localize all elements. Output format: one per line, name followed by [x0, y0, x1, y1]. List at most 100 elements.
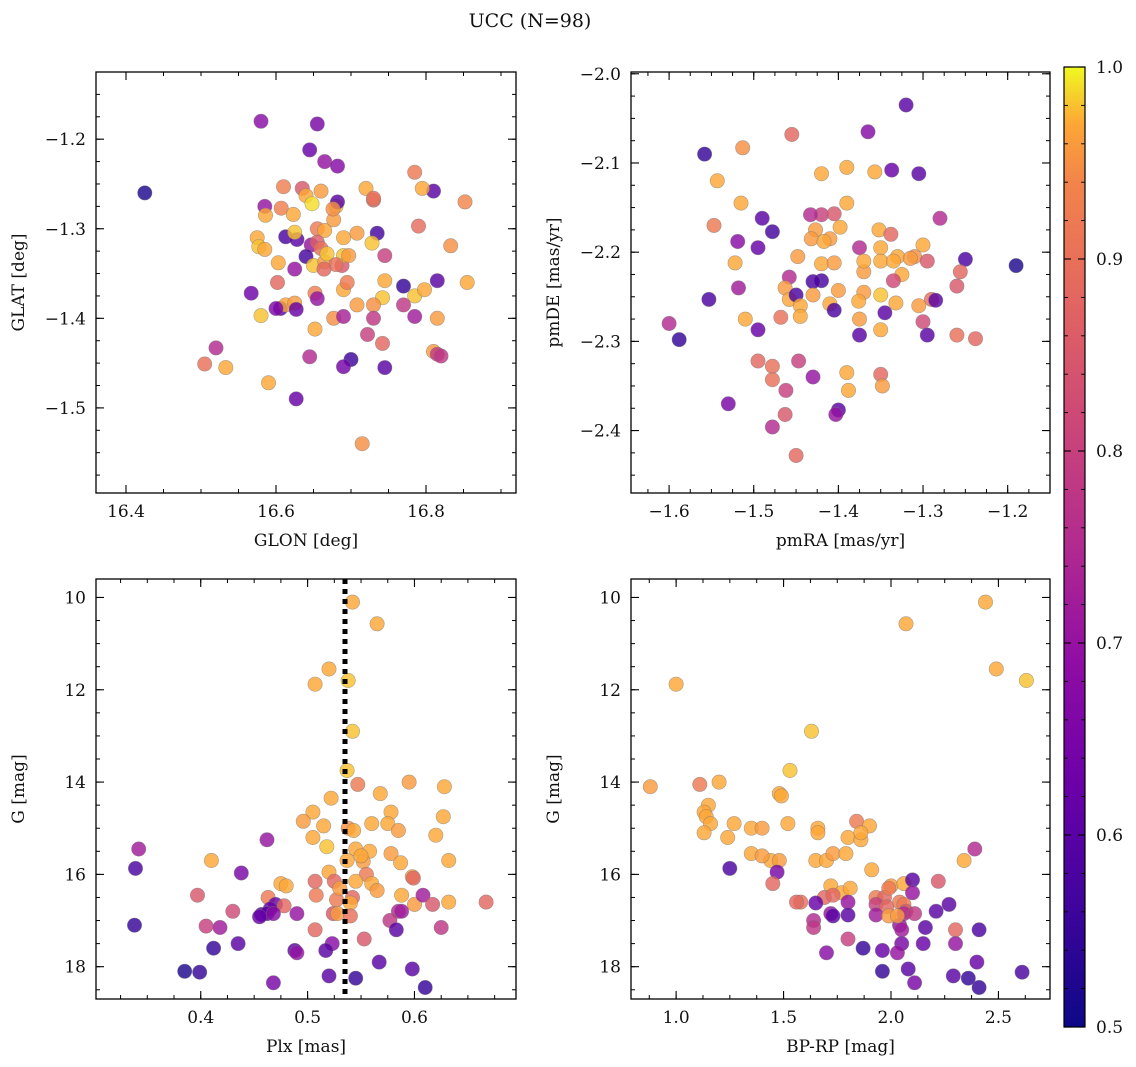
data-point	[348, 873, 364, 889]
colorbar-tick-label: 0.9	[1096, 250, 1123, 270]
data-point	[788, 894, 804, 910]
data-point	[873, 322, 889, 338]
data-point	[877, 305, 893, 321]
x-tick-label: 16.6	[257, 502, 295, 522]
data-point	[826, 255, 842, 271]
data-point	[911, 298, 927, 314]
data-point	[930, 873, 946, 889]
data-point	[750, 322, 766, 338]
data-point	[259, 832, 275, 848]
data-point	[825, 887, 841, 903]
data-point	[977, 594, 993, 610]
data-point	[864, 862, 880, 878]
data-point	[457, 194, 473, 210]
data-point	[764, 358, 780, 374]
data-point	[390, 822, 406, 838]
data-point	[268, 300, 284, 316]
data-point	[230, 936, 246, 952]
scatter-points	[137, 113, 475, 452]
data-point	[436, 779, 452, 795]
data-point	[777, 406, 793, 422]
data-point	[257, 241, 273, 257]
x-tick-label: 0.4	[187, 1008, 214, 1028]
data-point	[433, 348, 449, 364]
data-point	[433, 919, 449, 935]
data-point	[873, 287, 889, 303]
data-point	[364, 816, 380, 832]
data-point	[407, 164, 423, 180]
plx-g-panel: 0.4 0.5 0.6 10 12 14 16 18 Plx [mas] G [mag]	[9, 578, 517, 1057]
x-tick-label: 2.5	[985, 1008, 1012, 1028]
plot-frame	[95, 578, 517, 1000]
data-point	[873, 240, 889, 256]
data-point	[780, 816, 796, 832]
data-point	[393, 855, 409, 871]
scatter-points	[661, 97, 1024, 463]
data-point	[233, 865, 249, 881]
data-point	[832, 219, 848, 235]
data-point	[339, 274, 355, 290]
x-tick-label: 2.0	[877, 1008, 904, 1028]
data-point	[321, 968, 337, 984]
data-point	[894, 922, 910, 938]
y-tick-label: −1.4	[45, 309, 86, 329]
data-point	[335, 359, 351, 375]
y-axis-label: GLAT [deg]	[9, 233, 29, 331]
x-tick-label: −1.2	[987, 502, 1028, 522]
data-point	[307, 873, 323, 889]
data-point	[792, 308, 808, 324]
data-point	[415, 887, 431, 903]
data-point	[711, 774, 727, 790]
data-point	[253, 113, 269, 129]
x-tick-label: −1.4	[818, 502, 859, 522]
data-point	[932, 210, 948, 226]
data-point	[365, 310, 381, 326]
data-point	[253, 308, 269, 324]
data-point	[1014, 964, 1030, 980]
y-tick-label: −1.3	[45, 220, 86, 240]
data-point	[884, 162, 900, 178]
data-point	[737, 311, 753, 327]
data-point	[323, 790, 339, 806]
data-point	[840, 894, 856, 910]
data-point	[307, 922, 323, 938]
data-point	[851, 240, 867, 256]
data-point	[309, 291, 325, 307]
y-tick-label: 16	[599, 865, 621, 885]
data-point	[177, 963, 193, 979]
data-point	[764, 224, 780, 240]
data-point	[288, 301, 304, 317]
data-point	[900, 961, 916, 977]
data-point	[873, 253, 889, 269]
data-point	[429, 273, 445, 289]
data-point	[839, 159, 855, 175]
data-point	[904, 872, 920, 888]
data-point	[321, 661, 337, 677]
data-point	[425, 896, 441, 912]
colorbar-gradient	[1063, 66, 1086, 1028]
data-point	[928, 292, 944, 308]
y-tick-label: 18	[599, 958, 621, 978]
data-point	[874, 942, 890, 958]
data-point	[365, 190, 381, 206]
data-point	[919, 327, 935, 343]
scatter-points	[642, 594, 1034, 995]
data-point	[265, 975, 281, 991]
x-axis-label: GLON [deg]	[254, 531, 358, 551]
data-point	[265, 906, 281, 922]
data-point	[907, 975, 923, 991]
plot-frame	[95, 71, 517, 494]
data-point	[212, 919, 228, 935]
data-point	[839, 195, 855, 211]
colorbar: 0.5 0.6 0.7 0.8 0.9 1.0	[1063, 58, 1123, 1038]
data-point	[727, 255, 743, 271]
data-point	[395, 278, 411, 294]
y-tick-label: 10	[64, 588, 86, 608]
data-point	[868, 907, 884, 923]
data-point	[945, 968, 961, 984]
data-point	[340, 672, 356, 688]
y-axis-label: G [mag]	[544, 754, 564, 823]
data-point	[883, 226, 899, 242]
data-point	[377, 273, 393, 289]
data-point	[802, 207, 818, 223]
